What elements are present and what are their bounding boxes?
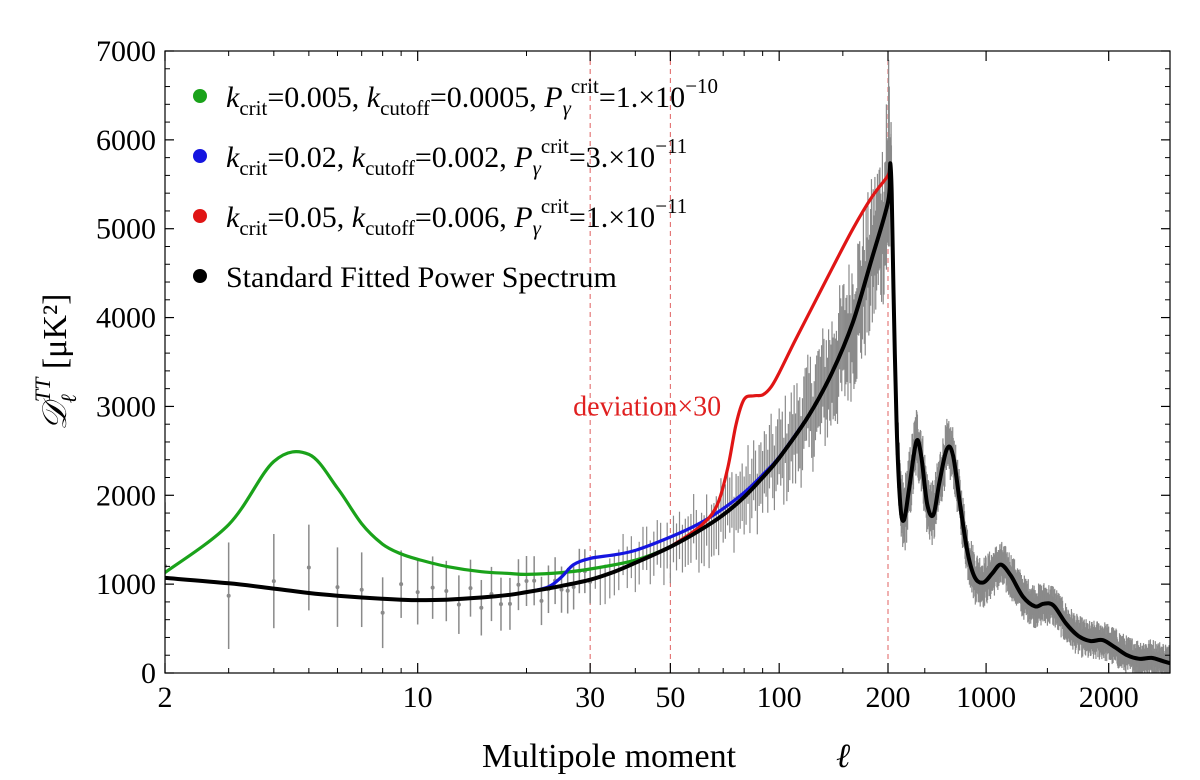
legend-entry: kcrit=0.05, kcutoff=0.006, Pγcrit=1.×10−… [226, 194, 687, 240]
x-tick-label: 100 [757, 681, 802, 714]
data-point [479, 605, 484, 610]
data-point [399, 582, 404, 587]
data-point [271, 579, 276, 584]
legend-entry: kcrit=0.02, kcutoff=0.002, Pγcrit=3.×10−… [226, 134, 687, 180]
data-point [516, 582, 521, 587]
y-axis-tt-sup: TT [30, 376, 55, 402]
svg-text:𝒟ℓTT [μK²]: 𝒟ℓTT [μK²] [30, 294, 81, 431]
data-point [507, 601, 512, 606]
data-point [335, 585, 340, 590]
legend-marker [193, 269, 207, 283]
y-tick-label: 2000 [96, 479, 156, 512]
legend-entry: Standard Fitted Power Spectrum [226, 261, 617, 294]
deviation-annotation: deviation×30 [573, 391, 721, 422]
y-tick-label: 1000 [96, 568, 156, 601]
x-tick-label: 2000 [1079, 681, 1139, 714]
data-point [444, 589, 449, 594]
legend-marker [193, 209, 207, 223]
x-tick-label: 30 [575, 681, 605, 714]
y-tick-label: 3000 [96, 390, 156, 423]
data-point [415, 590, 420, 595]
y-axis-unit: [μK²] [37, 294, 74, 378]
y-tick-label: 5000 [96, 213, 156, 246]
data-point [565, 588, 570, 593]
data-point [306, 565, 311, 570]
y-axis-label: 𝒟ℓTT [μK²] [30, 294, 81, 431]
legend-marker [193, 149, 207, 163]
x-tick-label: 200 [866, 681, 911, 714]
series-line-model-3 [668, 163, 893, 549]
data-point [468, 586, 473, 591]
x-tick-label: 50 [655, 681, 685, 714]
x-tick-label: 1000 [956, 681, 1016, 714]
y-tick-label: 6000 [96, 124, 156, 157]
data-point [524, 579, 529, 584]
y-axis-ell-sub: ℓ [56, 393, 81, 403]
data-point [456, 602, 461, 607]
data-point [571, 584, 576, 589]
y-tick-label: 7000 [96, 35, 156, 68]
data-point [539, 598, 544, 603]
data-point [359, 587, 364, 592]
x-tick-label: 10 [403, 681, 433, 714]
data-point [498, 602, 503, 607]
x-tick-label: 2 [158, 681, 173, 714]
x-axis-ell-symbol: ℓ [836, 738, 850, 775]
y-tick-label: 0 [141, 657, 156, 690]
data-point [380, 610, 385, 615]
legend-marker [193, 89, 207, 103]
data-point [532, 578, 537, 583]
plot-frame [164, 50, 1171, 674]
data-point [559, 587, 564, 592]
series-line-standard [165, 161, 1170, 666]
legend-entry: kcrit=0.005, kcutoff=0.0005, Pγcrit=1.×1… [226, 74, 718, 120]
x-axis-label: Multipole moment [482, 738, 737, 775]
data-point [430, 585, 435, 590]
legend: kcrit=0.005, kcutoff=0.0005, Pγcrit=1.×1… [193, 74, 718, 294]
data-point [226, 593, 231, 598]
y-tick-label: 4000 [96, 302, 156, 335]
